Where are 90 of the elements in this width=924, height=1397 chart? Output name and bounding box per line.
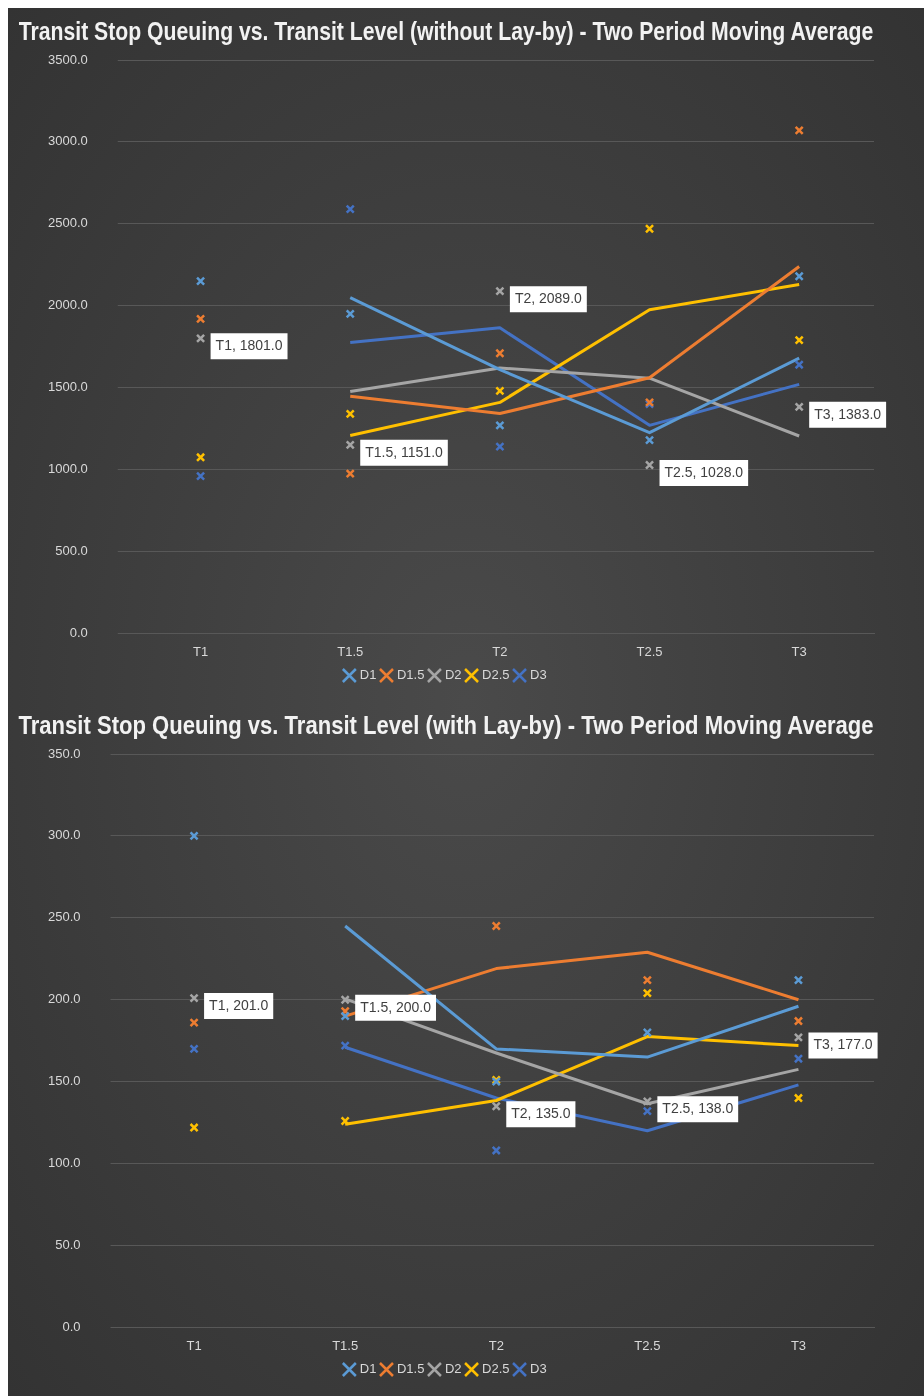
point	[491, 1145, 502, 1156]
point	[793, 1093, 804, 1103]
data-label: T1, 1801.0	[215, 337, 283, 354]
y-tick-label: 1000.0	[48, 461, 88, 477]
data-label: T1.5, 200.0	[360, 998, 432, 1015]
y-tick-label: 0.0	[69, 624, 88, 640]
point	[794, 271, 804, 282]
y-tick-label: 100.0	[47, 1155, 81, 1171]
point	[495, 420, 505, 431]
x-tick-label: T2.5	[636, 643, 663, 659]
point	[495, 441, 505, 452]
point	[495, 348, 505, 359]
point	[793, 1032, 804, 1043]
point	[195, 333, 206, 344]
point	[794, 359, 804, 370]
chart-title: Transit Stop Queuing vs. Transit Level (with Lay-by) - Two Period Moving Average	[18, 711, 874, 740]
point	[195, 471, 206, 481]
chart-title: Transit Stop Queuing vs. Transit Level (without Lay-by) - Two Period Moving Average	[18, 17, 874, 46]
y-tick-label: 2000.0	[48, 297, 88, 313]
point	[340, 1011, 350, 1021]
x-tick-label: T3	[790, 1337, 807, 1353]
y-tick-label: 500.0	[55, 543, 88, 559]
y-tick-label: 250.0	[47, 909, 81, 925]
legend-label: D2	[444, 667, 462, 683]
point	[642, 988, 653, 998]
point	[794, 335, 804, 345]
data-label: T2, 2089.0	[514, 290, 583, 307]
legend-label: D2.5	[482, 667, 510, 683]
point	[793, 1016, 804, 1026]
point	[345, 440, 356, 450]
point	[793, 1053, 804, 1064]
point	[642, 975, 653, 985]
x-tick-label: T2	[492, 643, 508, 659]
point	[495, 286, 505, 296]
y-tick-label: 2500.0	[48, 215, 88, 231]
point	[644, 223, 655, 234]
data-label: T2.5, 138.0	[662, 1100, 734, 1117]
x-tick-label: T2	[488, 1337, 504, 1353]
data-label: T2.5, 1028.0	[664, 463, 744, 480]
legend-label: D1	[359, 667, 377, 683]
point	[793, 975, 804, 985]
data-label: T3, 177.0	[813, 1036, 873, 1053]
y-tick-label: 50.0	[55, 1237, 81, 1253]
x-tick-label: T1	[193, 643, 209, 659]
y-tick-label: 1500.0	[48, 379, 88, 395]
data-label: T3, 1383.0	[814, 405, 882, 422]
y-tick-label: 3500.0	[48, 51, 88, 67]
y-tick-label: 0.0	[62, 1318, 81, 1334]
point	[491, 921, 502, 931]
point	[189, 831, 199, 841]
point	[642, 1027, 653, 1038]
point	[345, 409, 356, 419]
data-label: T1, 201.0	[209, 996, 269, 1013]
y-tick-label: 350.0	[47, 745, 81, 761]
point	[642, 1096, 653, 1107]
point	[794, 402, 804, 412]
point	[189, 993, 199, 1003]
legend-label: D2.5	[482, 1361, 510, 1377]
point	[345, 468, 356, 479]
point	[189, 1044, 199, 1054]
point	[345, 204, 356, 214]
point	[491, 1101, 502, 1112]
point	[644, 435, 655, 445]
point	[794, 125, 804, 136]
y-tick-label: 150.0	[47, 1073, 81, 1089]
y-tick-label: 300.0	[47, 827, 81, 843]
legend-label: D3	[530, 667, 547, 683]
point	[642, 1106, 653, 1116]
point	[195, 452, 206, 463]
point	[189, 1017, 199, 1028]
x-tick-label: T1.5	[337, 643, 364, 659]
point	[644, 460, 655, 470]
point	[195, 314, 206, 324]
legend-label: D1.5	[396, 667, 425, 683]
point	[345, 309, 356, 319]
x-tick-label: T1	[186, 1337, 202, 1353]
x-tick-label: T2.5	[634, 1337, 661, 1353]
data-label: T1.5, 1151.0	[365, 443, 444, 460]
point	[495, 386, 505, 396]
legend-label: D1	[359, 1361, 377, 1377]
x-tick-label: T3	[791, 643, 807, 659]
x-tick-label: T1.5	[332, 1337, 359, 1353]
data-label: T2, 135.0	[511, 1105, 571, 1122]
point	[189, 1122, 199, 1133]
legend-label: D1.5	[396, 1361, 425, 1377]
legend-label: D2	[444, 1361, 462, 1377]
y-tick-label: 200.0	[47, 991, 81, 1007]
point	[195, 276, 206, 286]
y-tick-label: 3000.0	[48, 133, 88, 149]
legend-label: D3	[530, 1361, 547, 1377]
